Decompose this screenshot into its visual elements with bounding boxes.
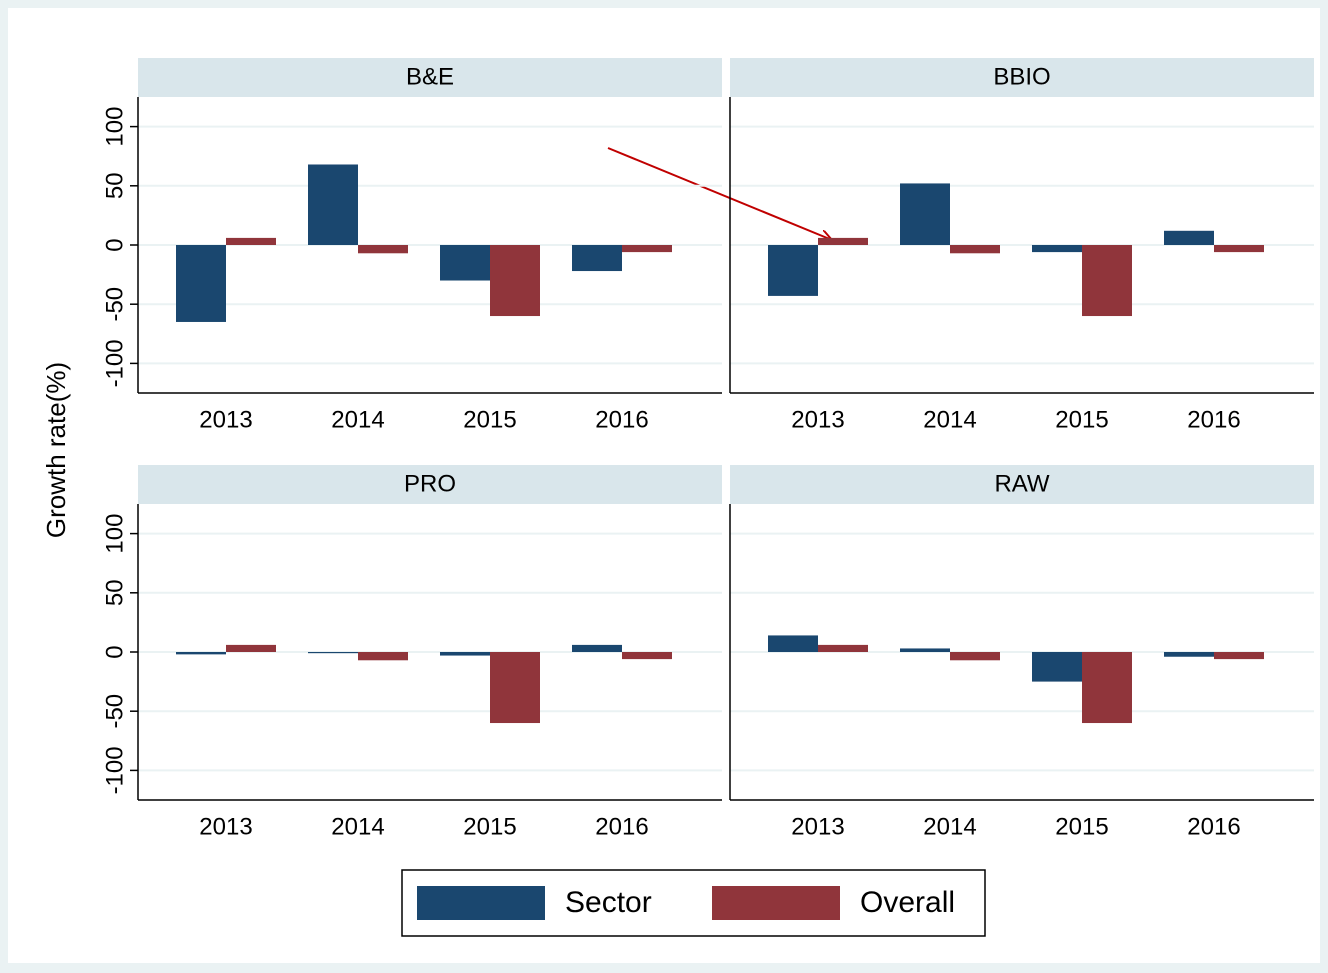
y-tick-label: 50 <box>101 579 128 606</box>
bar <box>950 245 1000 254</box>
y-tick-label: 100 <box>101 107 128 147</box>
bar <box>490 652 540 724</box>
x-tick-label: 2016 <box>595 813 648 840</box>
bar <box>226 644 276 652</box>
bar <box>768 245 818 296</box>
annotation-arrow <box>607 147 832 240</box>
bar <box>950 652 1000 661</box>
y-tick-label: -100 <box>101 339 128 387</box>
bar <box>622 652 672 660</box>
bar <box>308 652 358 654</box>
x-tick-label: 2014 <box>923 813 976 840</box>
y-tick-label: 0 <box>101 238 128 251</box>
panel-title: RAW <box>994 470 1049 497</box>
panel-header <box>138 58 722 97</box>
bar <box>176 652 226 655</box>
x-tick-label: 2013 <box>199 813 252 840</box>
panel-header <box>138 465 722 504</box>
x-tick-label: 2016 <box>595 406 648 433</box>
y-axis-label: Growth rate(%) <box>41 362 71 538</box>
bar <box>1164 652 1214 657</box>
x-tick-label: 2014 <box>923 406 976 433</box>
x-tick-label: 2015 <box>1055 406 1108 433</box>
panel-header <box>730 465 1314 504</box>
panel-title: BBIO <box>993 63 1050 90</box>
x-tick-label: 2013 <box>791 406 844 433</box>
x-tick-label: 2016 <box>1187 406 1240 433</box>
x-tick-label: 2014 <box>331 813 384 840</box>
y-tick-label: 100 <box>101 514 128 554</box>
legend-swatch <box>712 886 840 920</box>
legend-box <box>401 869 986 937</box>
bar <box>1214 652 1264 660</box>
bar <box>1164 230 1214 245</box>
x-tick-label: 2015 <box>463 406 516 433</box>
bar <box>622 245 672 253</box>
y-tick-label: -50 <box>101 287 128 322</box>
bar <box>490 245 540 317</box>
panel-header <box>730 58 1314 97</box>
bar <box>900 183 950 245</box>
bar <box>818 237 868 245</box>
y-tick-label: 0 <box>101 645 128 658</box>
bar <box>900 648 950 652</box>
bar <box>358 652 408 661</box>
bar <box>1032 245 1082 253</box>
legend-label: Sector <box>565 886 652 919</box>
legend-swatch <box>417 886 545 920</box>
bar <box>358 245 408 254</box>
bar <box>768 635 818 652</box>
panel-title: B&E <box>406 63 454 90</box>
legend-label: Overall <box>860 886 955 919</box>
x-tick-label: 2013 <box>199 406 252 433</box>
bar <box>226 237 276 245</box>
y-tick-label: -50 <box>101 694 128 729</box>
panel-title: PRO <box>404 470 456 497</box>
bar <box>1082 245 1132 317</box>
x-tick-label: 2014 <box>331 406 384 433</box>
x-tick-label: 2015 <box>463 813 516 840</box>
bar <box>572 245 622 272</box>
x-tick-label: 2016 <box>1187 813 1240 840</box>
bar <box>572 644 622 652</box>
x-tick-label: 2013 <box>791 813 844 840</box>
bar <box>1032 652 1082 682</box>
bar <box>308 164 358 245</box>
x-tick-label: 2015 <box>1055 813 1108 840</box>
bar <box>1214 245 1264 253</box>
bar <box>440 652 490 656</box>
y-tick-label: 50 <box>101 172 128 199</box>
bar <box>440 245 490 281</box>
bar <box>818 644 868 652</box>
y-tick-label: -100 <box>101 746 128 794</box>
bar <box>176 245 226 322</box>
bar <box>1082 652 1132 724</box>
